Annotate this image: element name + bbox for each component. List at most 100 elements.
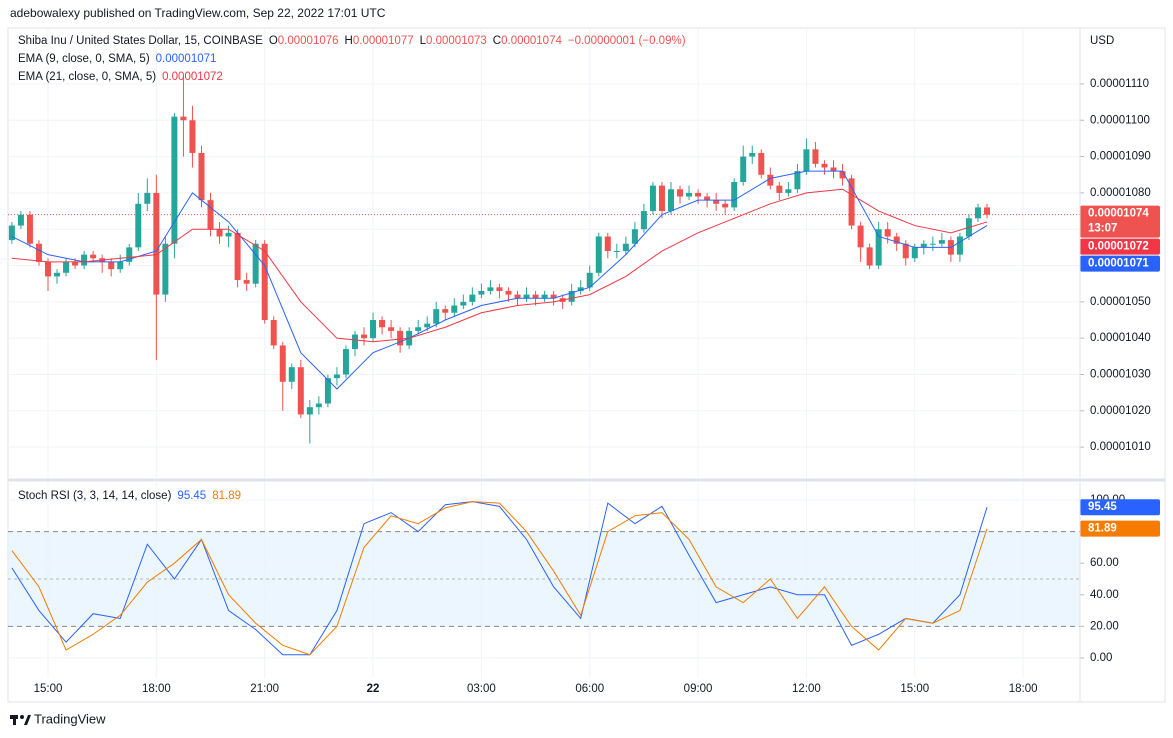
candle-body (54, 272, 61, 277)
candle-body (180, 116, 187, 121)
y-tick-label: 0.00001010 (1090, 441, 1151, 453)
candle-body (866, 247, 873, 266)
stoch-line (11, 501, 988, 656)
y-tick-label: 0.00001030 (1090, 369, 1151, 381)
legend-value: 95.45 (177, 490, 206, 502)
candle-body (388, 327, 395, 331)
candle-body (758, 152, 765, 175)
candle-body (234, 232, 241, 281)
candle-body (216, 229, 223, 237)
candle-body (433, 309, 440, 324)
candle-body (351, 334, 358, 350)
stoch-value-box (1080, 499, 1160, 516)
candle-body (198, 152, 205, 201)
candle-body (929, 243, 936, 245)
legend: EMA (21, close, 0, SMA, 5) 0.00001072 (18, 71, 223, 83)
candle-body (171, 116, 178, 244)
candle-body (243, 280, 250, 284)
last-price-box-text: 13:07 (1088, 223, 1117, 235)
candle-body (622, 243, 629, 252)
x-tick-label: 06:00 (575, 683, 604, 695)
marks-layer (8, 76, 1080, 656)
legend-key: H (345, 35, 353, 47)
candle-body (126, 247, 133, 262)
labels-layer: Shiba Inu / United States Dollar, 15, CO… (18, 35, 1160, 537)
x-tick-label: 12:00 (792, 683, 821, 695)
candle-body (884, 229, 891, 237)
candle-body (451, 305, 458, 313)
y-tick-label: 20.00 (1090, 620, 1119, 632)
candle-body (920, 243, 927, 248)
y-tick-label: 40.00 (1090, 589, 1119, 601)
candle-body (794, 171, 801, 190)
candle-body (270, 320, 277, 346)
candle-body (342, 349, 349, 375)
candle-body (586, 272, 593, 288)
candle-body (658, 185, 665, 212)
ema-price-box-text: 0.00001072 (1088, 241, 1149, 253)
candle-body (261, 243, 268, 321)
candle-body (514, 294, 521, 299)
candle-body (821, 163, 828, 168)
candle-body (487, 287, 494, 291)
candle-body (333, 374, 340, 379)
y-tick-label: 0.00001020 (1090, 405, 1151, 417)
candle-body (315, 403, 322, 408)
candle-body (875, 229, 882, 266)
legend-value: 0.00001077 (353, 35, 414, 47)
candle-body (767, 174, 774, 186)
candle-body (785, 189, 792, 193)
candle-body (415, 327, 422, 331)
candle-body (532, 294, 539, 299)
candle-body (667, 189, 674, 212)
candle-body (776, 185, 783, 193)
candle-body (568, 290, 575, 302)
ema-price-box (1080, 255, 1160, 272)
candle-body (162, 243, 169, 295)
y-tick-label: 0.00 (1090, 652, 1112, 664)
candle-body (397, 330, 404, 346)
ema-price-box (1080, 238, 1160, 255)
candle-body (893, 236, 900, 244)
candle-body (361, 334, 368, 339)
legend-title: Stoch RSI (3, 3, 14, 14, close) (18, 490, 172, 502)
x-tick-label: 09:00 (684, 683, 713, 695)
legend-value: 0.00001072 (162, 71, 223, 83)
legend-value: 0.00001076 (278, 35, 339, 47)
y-tick-label: 0.00001080 (1090, 187, 1151, 199)
y-tick-label: 0.00001100 (1090, 114, 1150, 126)
candle-body (63, 261, 70, 273)
candle-body (902, 243, 909, 259)
logo (10, 715, 31, 725)
x-tick-label: 18:00 (142, 683, 171, 695)
legend: EMA (9, close, 0, SMA, 5) 0.00001071 (18, 53, 216, 65)
candle-body (704, 196, 711, 201)
candle-body (686, 192, 693, 197)
candle-body (44, 261, 51, 277)
candle-body (306, 407, 313, 415)
y-tick-label: 0.00001050 (1090, 296, 1151, 308)
candle-body (108, 261, 115, 270)
candle-body (505, 290, 512, 295)
legend: Shiba Inu / United States Dollar, 15, CO… (18, 35, 686, 47)
y-tick-label: 0.00001090 (1090, 151, 1151, 163)
candle-body (695, 192, 702, 197)
candle-body (379, 320, 386, 328)
x-tick-label: 18:00 (1009, 683, 1038, 695)
candle-body (469, 294, 476, 302)
legend-key: O (269, 35, 278, 47)
candle-body (26, 214, 33, 244)
publisher: adebowalexy published on TradingView.com… (10, 6, 386, 20)
x-tick-label: 22 (367, 683, 380, 695)
candle-body (207, 200, 214, 230)
ema-line (11, 188, 988, 343)
legend-key: C (493, 35, 501, 47)
stoch-line (11, 501, 988, 656)
legend: Stoch RSI (3, 3, 14, 14, close) 95.45 81.8… (18, 490, 241, 502)
candle-body (90, 254, 97, 259)
candle-body (550, 294, 557, 299)
candle-body (640, 211, 647, 230)
candle-body (803, 149, 810, 172)
x-tick-label: 15:00 (900, 683, 929, 695)
